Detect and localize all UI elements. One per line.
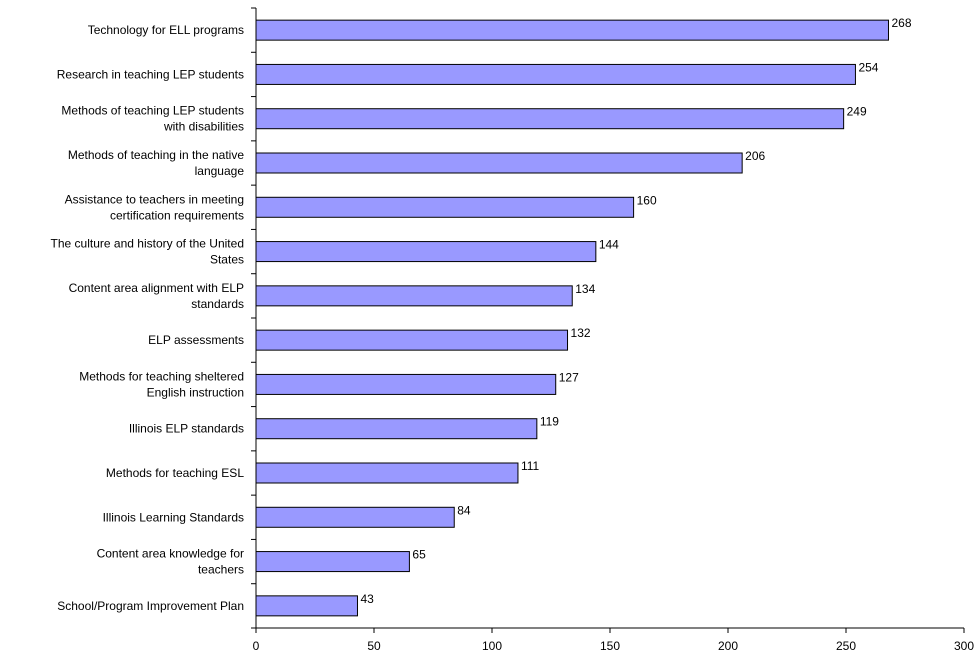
category-label-13: Content area knowledge for teachers <box>97 547 244 577</box>
bar-11 <box>255 462 519 484</box>
data-label-5: 160 <box>637 193 657 207</box>
bar-14 <box>255 595 358 617</box>
category-label-3: Methods of teaching LEP students with dis… <box>61 104 244 134</box>
category-label-line: Methods for teaching sheltered <box>79 369 244 383</box>
category-label-8: ELP assessments <box>148 333 244 347</box>
bar-12 <box>255 506 455 528</box>
x-tick-label-4: 200 <box>718 639 738 653</box>
x-tick-label-5: 250 <box>836 639 856 653</box>
data-label-13: 65 <box>412 548 426 562</box>
x-tick-label-6: 300 <box>954 639 974 653</box>
data-label-14: 43 <box>360 592 374 606</box>
data-label-9: 127 <box>559 370 579 384</box>
category-label-line: Content area alignment with ELP <box>69 281 244 295</box>
category-label-line: with disabilities <box>163 120 244 134</box>
x-tick-label-2: 100 <box>482 639 502 653</box>
category-label-line: Content area knowledge for <box>97 547 244 561</box>
bar-2 <box>255 63 856 85</box>
category-label-9: Methods for teaching sheltered English in… <box>79 369 244 399</box>
category-label-line: Technology for ELL programs <box>88 23 244 37</box>
bar-9 <box>255 373 557 395</box>
bar-1 <box>255 19 889 41</box>
category-label-line: English instruction <box>147 385 244 399</box>
data-label-12: 84 <box>457 503 471 517</box>
data-label-1: 268 <box>891 16 911 30</box>
category-label-line: Assistance to teachers in meeting <box>65 192 244 206</box>
category-label-line: Illinois Learning Standards <box>103 510 244 524</box>
bar-8 <box>255 329 569 351</box>
category-label-line: States <box>210 253 244 267</box>
category-label-2: Research in teaching LEP students <box>57 67 244 81</box>
category-label-6: The culture and history of the United Sta… <box>51 237 244 267</box>
category-label-line: Methods of teaching in the native <box>68 148 244 162</box>
data-label-3: 249 <box>847 105 867 119</box>
category-label-line: standards <box>191 297 244 311</box>
x-tick-label-3: 150 <box>600 639 620 653</box>
category-label-11: Methods for teaching ESL <box>106 466 244 480</box>
category-label-line: School/Program Improvement Plan <box>57 599 244 613</box>
category-label-line: teachers <box>198 563 244 577</box>
plot-area: 268 Technology for ELL programs 254 Researc… <box>51 7 974 653</box>
data-label-6: 144 <box>599 238 619 252</box>
bar-3 <box>255 108 845 130</box>
data-label-7: 134 <box>575 282 595 296</box>
category-label-line: ELP assessments <box>148 333 244 347</box>
x-tick-label-1: 50 <box>367 639 381 653</box>
category-label-line: Illinois ELP standards <box>129 422 244 436</box>
category-label-10: Illinois ELP standards <box>129 422 244 436</box>
category-label-line: certification requirements <box>110 208 244 222</box>
category-label-4: Methods of teaching in the native languag… <box>68 148 244 178</box>
bar-5 <box>255 196 635 218</box>
bar-6 <box>255 241 597 263</box>
bar-13 <box>255 551 410 573</box>
bar-4 <box>255 152 743 174</box>
bar-7 <box>255 285 573 307</box>
category-label-line: The culture and history of the United <box>51 237 244 251</box>
category-label-1: Technology for ELL programs <box>88 23 244 37</box>
category-label-line: Research in teaching LEP students <box>57 67 244 81</box>
data-label-8: 132 <box>571 326 591 340</box>
x-tick-label-0: 0 <box>253 639 260 653</box>
data-label-2: 254 <box>858 60 878 74</box>
category-label-line: Methods for teaching ESL <box>106 466 244 480</box>
category-label-12: Illinois Learning Standards <box>103 510 244 524</box>
category-label-14: School/Program Improvement Plan <box>57 599 244 613</box>
data-label-10: 119 <box>540 415 559 429</box>
category-label-7: Content area alignment with ELP standards <box>69 281 244 311</box>
bar-10 <box>255 418 538 440</box>
category-label-5: Assistance to teachers in meeting certifi… <box>65 192 244 222</box>
data-label-4: 206 <box>745 149 765 163</box>
data-label-11: 111 <box>521 459 540 473</box>
category-label-line: Methods of teaching LEP students <box>61 104 244 118</box>
category-label-line: language <box>195 164 245 178</box>
